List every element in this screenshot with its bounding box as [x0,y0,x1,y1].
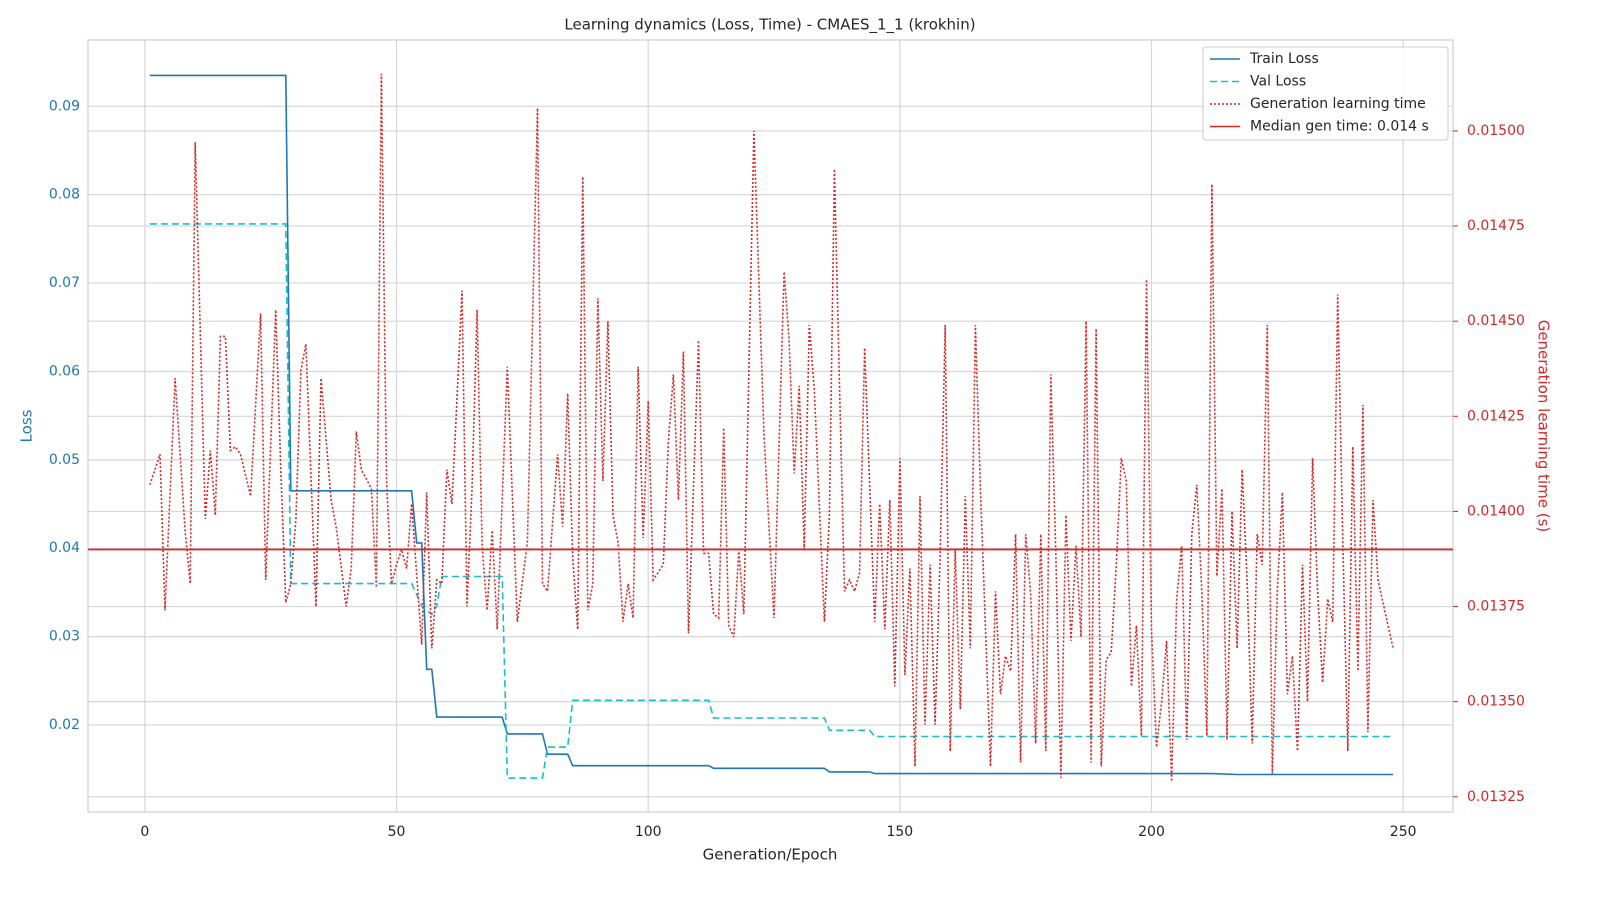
y-tick-label: 0.03 [49,629,80,645]
x-axis-label: Generation/Epoch [703,846,838,864]
plot-area [87,39,1454,813]
legend-label: Train Loss [1249,51,1319,67]
y2-tick-label: 0.01375 [1467,599,1525,615]
y2-tick-label: 0.01350 [1467,694,1525,710]
y2-tick-label: 0.01500 [1467,123,1525,139]
y-tick-label: 0.09 [49,98,80,114]
y2-axis-label: Generation learning time (s) [1535,320,1553,533]
x-tick-label: 0 [140,824,149,840]
y-tick-label: 0.02 [49,717,80,733]
x-tick-label: 200 [1138,824,1165,840]
series-line [149,74,1394,776]
chart-title: Learning dynamics (Loss, Time) - CMAES_1… [564,16,975,35]
y2-tick-label: 0.01425 [1467,408,1525,424]
y2-tick-label: 0.01400 [1467,503,1525,519]
legend: Train Loss Val Loss Generation learning ti… [1202,46,1449,141]
y2-tick-label: 0.01450 [1467,313,1525,329]
y-axis-label: Loss [18,409,36,442]
y-tick-label: 0.04 [49,540,80,556]
legend-label: Median gen time: 0.014 s [1250,119,1429,135]
y-tick-label: 0.05 [49,452,80,468]
y-tick-label: 0.06 [49,363,80,379]
x-tick-label: 250 [1390,824,1417,840]
x-tick-label: 100 [635,824,662,840]
x-tick-label: 50 [388,824,406,840]
legend-label: Generation learning time [1250,96,1426,112]
y2-tick-label: 0.01475 [1467,218,1525,234]
y2-tick-label: 0.01325 [1467,789,1525,805]
legend-box [1202,46,1449,141]
x-tick-label: 150 [886,824,913,840]
series-line [149,223,1394,779]
y-tick-label: 0.07 [49,275,80,291]
y-tick-label: 0.08 [49,187,80,203]
series-line [149,73,1394,782]
legend-label: Val Loss [1250,74,1306,90]
